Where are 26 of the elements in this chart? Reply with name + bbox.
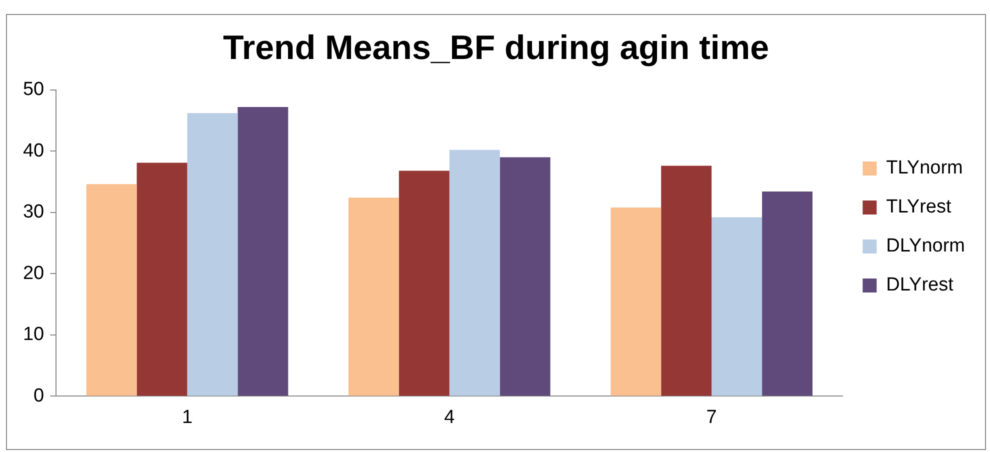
bar [449,150,500,396]
legend-label: TLYnorm [886,158,963,179]
chart-title: Trend Means_BF during agin time [223,28,769,67]
x-tick-label: 7 [706,406,717,428]
bar [398,170,450,396]
x-tick-label: 4 [444,406,456,428]
bar [238,106,288,396]
bar [661,166,712,396]
bar [348,198,399,396]
legend-label: DLYnorm [886,236,966,257]
bar [762,192,813,396]
y-tick-label: 50 [22,79,44,100]
y-tick-label: 30 [22,202,44,223]
y-tick-label: 40 [22,140,44,162]
x-tick-label: 1 [182,406,193,428]
bar [500,157,550,396]
legend-label: TLYrest [886,196,952,218]
bar [136,162,188,396]
y-tick-label: 20 [22,262,44,284]
bar [187,113,238,396]
bar [712,217,762,396]
y-tick-label: 0 [34,385,44,406]
legend-label: DLYrest [886,274,954,296]
y-tick-label: 10 [22,324,44,346]
bar [610,207,662,396]
bar [86,184,137,396]
